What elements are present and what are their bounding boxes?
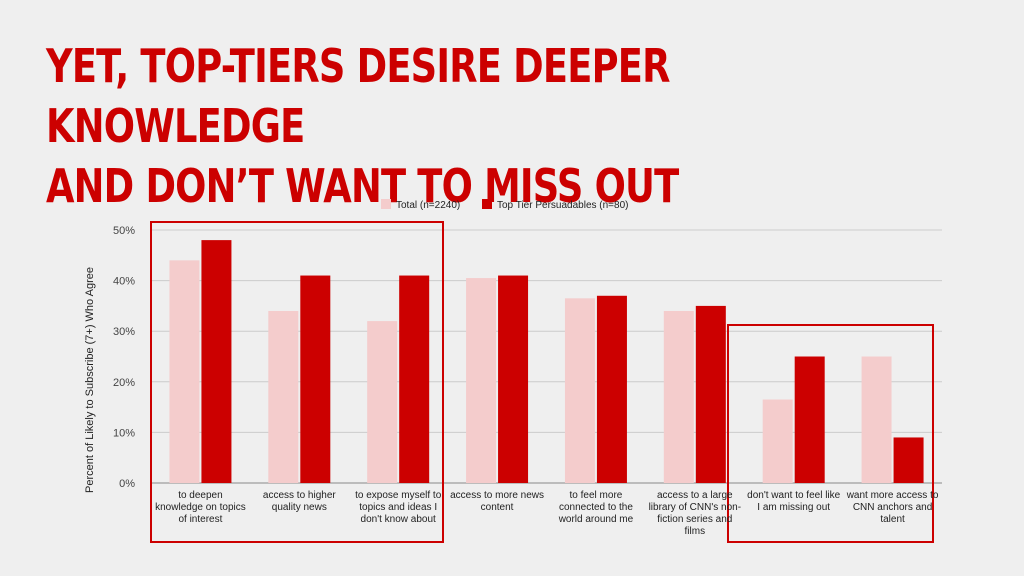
category-label: access to a large library of CNN's non-fi… (649, 490, 742, 537)
category-label: want more access to CNN anchors and talent (846, 490, 939, 525)
legend-label: Top Tier Persuadables (n=80) (497, 200, 628, 211)
legend-swatch (381, 199, 391, 209)
y-tick-label: 50% (113, 225, 135, 237)
bar-total (663, 310, 694, 483)
bar-total (564, 298, 595, 483)
bar-top-tier (596, 295, 627, 483)
page-title: YET, TOP-TIERS DESIRE DEEPER KNOWLEDGE A… (46, 39, 679, 213)
y-tick-label: 40% (113, 276, 135, 288)
y-tick-label: 30% (113, 326, 135, 338)
bar-total (268, 310, 299, 483)
category-label: access to higher quality news (263, 490, 336, 513)
category-label: to feel more connected to the world around… (558, 490, 634, 525)
category-label: to deepen knowledge on topics of interest (155, 490, 246, 525)
legend-label: Total (n=2240) (396, 200, 460, 211)
y-tick-label: 0% (119, 478, 135, 490)
bars (169, 240, 924, 483)
bar-total (861, 356, 892, 483)
bar-total (169, 260, 200, 483)
highlight-box (727, 324, 934, 543)
bar-top-tier (794, 356, 825, 483)
bar-top-tier (498, 275, 529, 483)
category-label: access to more news content (450, 490, 544, 513)
highlight-boxes (150, 221, 934, 543)
y-tick-label: 20% (113, 377, 135, 389)
y-axis-title: Percent of Likely to Subscribe (7+) Who … (84, 267, 96, 493)
y-axis-ticks: 0% 10% 20% 30% 40% 50% (113, 225, 135, 490)
bar-top-tier (695, 305, 726, 483)
category-labels: to deepen knowledge on topics of interest a… (155, 490, 939, 537)
bar-top-tier (399, 275, 430, 483)
y-tick-label: 10% (113, 427, 135, 439)
bar-top-tier (893, 437, 924, 483)
highlight-box (150, 221, 444, 543)
legend: Total (n=2240) Top Tier Persuadables (n=8… (381, 199, 628, 211)
bar-top-tier (201, 240, 232, 483)
bar-total (466, 278, 497, 483)
bar-total (762, 399, 793, 483)
bar-total (367, 321, 398, 483)
bar-top-tier (300, 275, 331, 483)
legend-swatch (482, 199, 492, 209)
category-label: don't want to feel like I am missing out (747, 490, 841, 513)
